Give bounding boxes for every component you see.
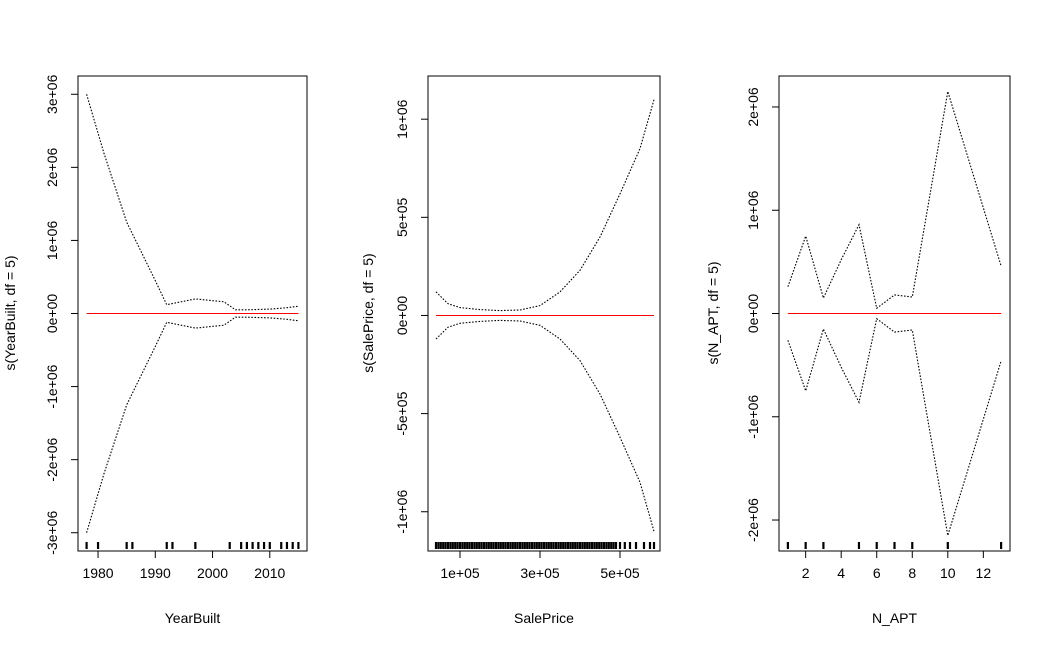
y-axis-label: s(N_APT, df = 5): [705, 261, 721, 364]
panel-2: 1e+05 3e+05 5e+05 -1e+06 -5e+05 0e+00 5e+05 1e+…: [360, 75, 661, 626]
x-tick-label: 4: [837, 565, 845, 581]
x-tick-label: 3e+05: [520, 565, 560, 581]
x-tick-label: 1990: [140, 565, 171, 581]
y-tick-label: -2e+06: [44, 437, 60, 481]
x-tick-label: 6: [873, 565, 881, 581]
x-axis-label: YearBuilt: [165, 610, 221, 626]
y-tick-label: 2e+06: [44, 147, 60, 187]
y-tick-label: 0e+00: [745, 294, 761, 334]
x-tick-label: 5e+05: [600, 565, 640, 581]
y-tick-label: -2e+06: [745, 498, 761, 542]
x-tick-label: 2010: [254, 565, 285, 581]
x-axis-label: N_APT: [872, 610, 918, 626]
x-tick-label: 2: [802, 565, 810, 581]
upper-confidence-band: [435, 99, 655, 312]
y-tick-label: 1e+06: [745, 190, 761, 230]
x-tick-label: 10: [940, 565, 956, 581]
y-tick-label: 0e+00: [394, 296, 410, 336]
x-tick-label: 1980: [82, 565, 113, 581]
x-tick-label: 2000: [197, 565, 228, 581]
panel-3: 2 4 6 8 10 12 -2e+06 -1e+06 0e+00 1e+06 2e+06 N_APT…: [705, 75, 1011, 626]
x-tick-label: 8: [908, 565, 916, 581]
y-tick-label: 5e+05: [394, 197, 410, 237]
y-axis-label: s(YearBuilt, df = 5): [2, 255, 18, 370]
y-tick-label: -1e+06: [44, 364, 60, 408]
y-tick-label: 1e+06: [44, 221, 60, 261]
y-tick-label: 0e+00: [44, 294, 60, 334]
y-tick-label: -1e+06: [745, 395, 761, 439]
y-tick-label: 2e+06: [745, 87, 761, 127]
y-tick-label: -5e+05: [394, 391, 410, 435]
panel-1: 1980 1990 2000 2010 -3e+06 -2e+06 -1e+06 0e+00 1…: [2, 74, 308, 626]
plot-frame: [427, 75, 661, 552]
upper-confidence-band: [86, 94, 299, 311]
x-axis-label: SalePrice: [514, 610, 574, 626]
lower-confidence-band: [435, 319, 655, 532]
y-tick-label: -3e+06: [44, 511, 60, 555]
y-tick-label: -1e+06: [394, 490, 410, 534]
y-axis-label: s(SalePrice, df = 5): [360, 253, 376, 372]
y-tick-label: 3e+06: [44, 74, 60, 114]
lower-confidence-band: [86, 316, 299, 533]
lower-confidence-band: [787, 317, 1002, 536]
x-tick-label: 12: [976, 565, 992, 581]
y-tick-label: 1e+06: [394, 99, 410, 139]
upper-confidence-band: [787, 91, 1002, 310]
x-tick-label: 1e+05: [440, 565, 480, 581]
